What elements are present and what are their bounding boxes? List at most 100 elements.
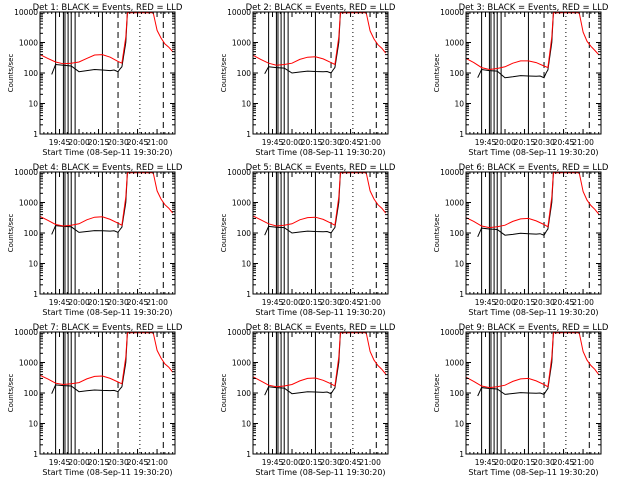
panel-title: Det 2: BLACK = Events, RED = LLD (246, 3, 396, 13)
y-tick-label: 10 (241, 260, 251, 269)
y-tick-label: 10 (454, 100, 464, 109)
x-tick-label: 21:00 (572, 298, 594, 307)
x-tick-label: 20:45 (340, 138, 362, 147)
x-tick-label: 20:00 (494, 138, 516, 147)
y-tick-label: 100 (450, 69, 465, 78)
y-tick-label: 1 (33, 290, 38, 299)
x-tick-label: 20:45 (127, 458, 149, 467)
x-tick-label: 21:00 (359, 138, 381, 147)
y-tick-label: 1 (33, 130, 38, 139)
plot-frame (465, 11, 602, 135)
y-tick-label: 1 (33, 450, 38, 459)
panel-title: Det 8: BLACK = Events, RED = LLD (246, 323, 396, 333)
events-series-line (264, 12, 341, 74)
y-tick-label: 1 (459, 130, 464, 139)
x-tick-label: 19:45 (262, 138, 284, 147)
y-tick-label: 1 (459, 290, 464, 299)
x-tick-label: 21:00 (572, 458, 594, 467)
y-axis-label: Counts/sec (220, 214, 228, 253)
x-tick-label: 20:30 (320, 458, 342, 467)
y-tick-label: 10 (241, 100, 251, 109)
x-tick-label: 19:45 (49, 458, 71, 467)
detector-panel: Det 9: BLACK = Events, RED = LLD 1 10 100 10… (433, 323, 609, 477)
y-axis-label: Counts/sec (433, 374, 441, 413)
y-tick-label: 1000 (445, 39, 464, 48)
panel-title: Det 4: BLACK = Events, RED = LLD (33, 163, 183, 173)
x-tick-label: 21:00 (146, 138, 168, 147)
x-tick-label: 20:15 (514, 298, 536, 307)
plot-frame (252, 331, 389, 455)
x-tick-label: 20:00 (281, 298, 303, 307)
y-tick-label: 100 (450, 389, 465, 398)
detector-panel: Det 6: BLACK = Events, RED = LLD 1 10 100 10… (433, 163, 609, 317)
x-axis-label: Start Time (08-Sep-11 19:30:20) (255, 308, 385, 317)
y-tick-label: 10 (241, 420, 251, 429)
x-tick-label: 20:15 (88, 298, 110, 307)
y-axis-label: Counts/sec (7, 374, 15, 413)
y-tick-label: 100 (24, 389, 39, 398)
x-axis-label: Start Time (08-Sep-11 19:30:20) (42, 468, 172, 477)
y-axis-label: Counts/sec (7, 214, 15, 253)
y-tick-label: 10 (454, 420, 464, 429)
y-tick-label: 10000 (14, 8, 38, 17)
y-tick-label: 100 (450, 229, 465, 238)
x-tick-label: 20:30 (533, 458, 555, 467)
lld-series-line (466, 332, 600, 389)
x-tick-label: 20:30 (320, 298, 342, 307)
y-tick-label: 1000 (232, 359, 251, 368)
detector-panel: Det 3: BLACK = Events, RED = LLD 1 10 100 10… (433, 3, 609, 157)
y-tick-label: 10000 (440, 168, 464, 177)
x-tick-label: 19:45 (49, 138, 71, 147)
y-tick-label: 10000 (440, 328, 464, 337)
y-tick-label: 10 (454, 260, 464, 269)
x-tick-label: 20:45 (340, 298, 362, 307)
y-tick-label: 100 (237, 69, 252, 78)
x-tick-label: 20:30 (107, 138, 129, 147)
x-tick-label: 19:45 (49, 298, 71, 307)
x-tick-label: 20:45 (127, 138, 149, 147)
x-tick-label: 20:30 (533, 298, 555, 307)
detector-panel: Det 1: BLACK = Events, RED = LLD 1 10 100 10… (7, 3, 183, 157)
y-tick-label: 1000 (445, 199, 464, 208)
x-tick-label: 21:00 (146, 298, 168, 307)
y-axis-label: Counts/sec (220, 54, 228, 93)
y-tick-label: 100 (237, 229, 252, 238)
panel-title: Det 5: BLACK = Events, RED = LLD (246, 163, 396, 173)
y-axis-label: Counts/sec (7, 54, 15, 93)
detector-panel: Det 8: BLACK = Events, RED = LLD 1 10 100 10… (220, 323, 396, 477)
lld-series-line (40, 332, 174, 386)
x-tick-label: 20:45 (553, 458, 575, 467)
x-tick-label: 20:15 (514, 138, 536, 147)
x-axis-label: Start Time (08-Sep-11 19:30:20) (42, 308, 172, 317)
y-tick-label: 10000 (14, 168, 38, 177)
x-axis-label: Start Time (08-Sep-11 19:30:20) (468, 468, 598, 477)
x-tick-label: 19:45 (262, 298, 284, 307)
y-tick-label: 1000 (19, 39, 38, 48)
lld-series-line (466, 172, 600, 229)
x-tick-label: 20:00 (68, 138, 90, 147)
x-tick-label: 21:00 (359, 458, 381, 467)
y-tick-label: 1 (246, 290, 251, 299)
y-axis-label: Counts/sec (433, 54, 441, 93)
plot-frame (39, 11, 176, 135)
x-tick-label: 20:15 (301, 458, 323, 467)
events-series-line (51, 12, 128, 75)
x-tick-label: 20:45 (553, 298, 575, 307)
y-tick-label: 1 (246, 450, 251, 459)
x-tick-label: 20:00 (68, 458, 90, 467)
x-tick-label: 21:00 (359, 298, 381, 307)
x-tick-label: 20:15 (301, 298, 323, 307)
events-series-line (477, 12, 554, 79)
events-series-line (477, 172, 554, 238)
detector-panel: Det 7: BLACK = Events, RED = LLD 1 10 100 10… (7, 323, 183, 477)
x-tick-label: 20:00 (494, 298, 516, 307)
events-series-line (51, 332, 128, 394)
x-tick-label: 20:15 (301, 138, 323, 147)
x-tick-label: 19:45 (475, 138, 497, 147)
x-tick-label: 21:00 (146, 458, 168, 467)
x-tick-label: 20:45 (127, 298, 149, 307)
events-series-line (51, 172, 128, 235)
lld-series-line (466, 12, 600, 71)
events-series-line (264, 172, 341, 236)
y-tick-label: 100 (24, 69, 39, 78)
